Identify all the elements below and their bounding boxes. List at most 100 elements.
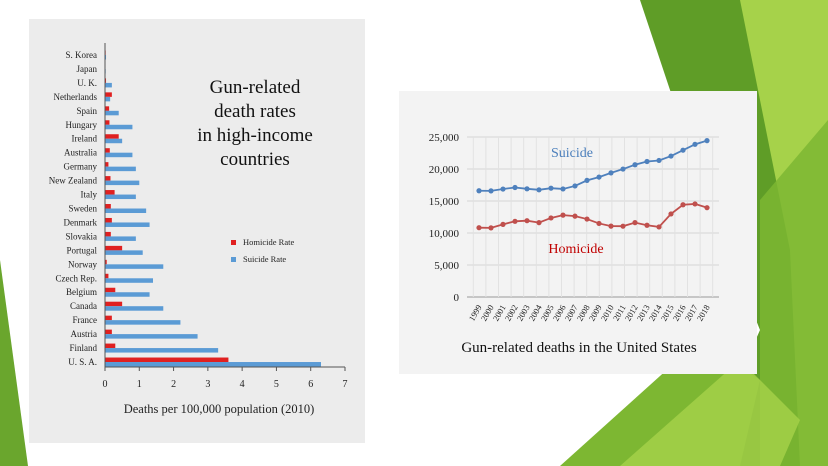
- homicide-bar: [105, 162, 109, 167]
- suicide-bar: [105, 110, 119, 116]
- suicide-bar: [105, 96, 111, 102]
- bar-chart-category-label: Sweden: [69, 204, 98, 214]
- suicide-point: [560, 186, 566, 192]
- bar-chart-x-tick-label: 5: [274, 379, 279, 390]
- suicide-point: [608, 170, 614, 176]
- line-label-homicide: Homicide: [548, 242, 603, 257]
- bar-chart-x-tick-label: 1: [137, 379, 142, 390]
- suicide-point: [584, 177, 590, 183]
- suicide-point: [668, 153, 674, 159]
- homicide-bar: [105, 148, 110, 153]
- homicide-point: [584, 216, 590, 222]
- homicide-bar: [105, 343, 116, 349]
- suicide-point: [476, 188, 482, 194]
- bar-chart-category-label: Canada: [70, 301, 97, 311]
- bar-chart-category-label: Czech Rep.: [56, 273, 97, 283]
- homicide-point: [608, 223, 614, 229]
- green-decoration-right-mid: [760, 120, 828, 466]
- line-chart-panel: 0 5,000 10,000 15,000 20,000 25,000 1999 2000 2…: [399, 91, 757, 374]
- bar-chart-category-label: Spain: [76, 106, 97, 116]
- suicide-point: [692, 141, 698, 147]
- homicide-point: [500, 221, 506, 227]
- suicide-bar: [105, 306, 164, 311]
- suicide-point: [512, 184, 518, 191]
- line-chart-y-tick-label: 25,000: [429, 132, 460, 144]
- homicide-bar: [105, 92, 112, 97]
- suicide-point: [536, 187, 542, 193]
- line-chart-y-tick-label: 5,000: [434, 260, 459, 272]
- homicide-bar: [105, 120, 110, 125]
- suicide-bar: [105, 194, 136, 200]
- bar-chart-category-label: Slovakia: [66, 231, 98, 241]
- homicide-bar: [105, 217, 112, 223]
- homicide-point: [476, 225, 482, 231]
- homicide-bar: [105, 287, 116, 293]
- line-chart-y-tick-label: 10,000: [429, 228, 460, 240]
- bar-chart-title-line: countries: [220, 149, 290, 170]
- bar-chart-x-tick-label: 2: [171, 379, 176, 390]
- homicide-bar: [105, 231, 111, 237]
- suicide-bar: [105, 82, 112, 88]
- bar-chart-x-tick-label: 3: [205, 379, 210, 390]
- suicide-point: [632, 162, 638, 168]
- homicide-bar: [105, 190, 115, 195]
- bar-chart-title: Gun-related death rates in high-income coun…: [197, 77, 313, 170]
- bar-chart-category-label: Germany: [64, 162, 98, 172]
- suicide-bar: [105, 362, 321, 367]
- homicide-bar: [105, 273, 109, 279]
- suicide-bar: [105, 124, 133, 130]
- suicide-bar: [105, 236, 136, 241]
- suicide-point: [704, 138, 710, 144]
- suicide-point: [680, 147, 686, 153]
- bar-legend-label: Homicide Rate: [243, 237, 294, 247]
- bar-chart-category-label: Australia: [64, 148, 97, 158]
- homicide-bar: [105, 204, 111, 209]
- bar-chart-category-label: Netherlands: [54, 92, 98, 102]
- line-chart-y-tick-label: 20,000: [429, 164, 460, 176]
- suicide-point: [656, 157, 662, 164]
- bar-legend-swatch: [231, 240, 236, 245]
- bar-chart: Gun-related death rates in high-income coun…: [49, 43, 348, 416]
- bar-legend-label: Suicide Rate: [243, 254, 286, 264]
- bar-chart-x-tick-label: 4: [240, 379, 245, 390]
- homicide-point: [572, 213, 578, 219]
- homicide-point: [656, 224, 662, 230]
- suicide-line: [478, 139, 708, 192]
- suicide-bar: [105, 222, 150, 227]
- bar-chart-category-label: Belgium: [66, 287, 97, 297]
- homicide-line: [478, 203, 708, 229]
- suicide-point: [596, 174, 602, 180]
- bar-chart-category-label: Italy: [81, 190, 98, 200]
- suicide-point: [524, 186, 530, 192]
- line-chart-title: Gun-related deaths in the United States: [461, 340, 697, 356]
- bar-legend-swatch: [231, 257, 236, 262]
- bar-chart-category-label: Portugal: [67, 245, 98, 255]
- suicide-bar: [105, 320, 181, 325]
- line-label-suicide: Suicide: [551, 146, 593, 161]
- bar-chart-category-label: Austria: [71, 329, 98, 339]
- homicide-bar: [105, 134, 119, 139]
- homicide-bar: [105, 357, 229, 363]
- bar-chart-x-tick-label: 6: [308, 379, 313, 390]
- suicide-bar: [105, 138, 123, 144]
- suicide-bar: [105, 292, 150, 297]
- suicide-point: [500, 186, 506, 192]
- homicide-point: [680, 202, 686, 208]
- bar-chart-category-label: France: [73, 315, 98, 325]
- homicide-point: [524, 218, 530, 224]
- suicide-point: [620, 166, 626, 172]
- homicide-point: [596, 220, 602, 227]
- homicide-bar: [105, 315, 112, 321]
- homicide-bar: [105, 176, 111, 181]
- suicide-bar: [105, 166, 136, 172]
- bar-chart-category-label: Japan: [77, 64, 98, 74]
- suicide-bar: [105, 278, 153, 283]
- green-decoration-bottom-light: [620, 360, 800, 466]
- suicide-bar: [105, 152, 133, 158]
- homicide-bar: [105, 106, 110, 111]
- line-chart-y-tick-label: 15,000: [429, 196, 460, 208]
- homicide-bar: [105, 245, 123, 251]
- suicide-bar: [105, 55, 107, 60]
- homicide-bar: [105, 301, 123, 307]
